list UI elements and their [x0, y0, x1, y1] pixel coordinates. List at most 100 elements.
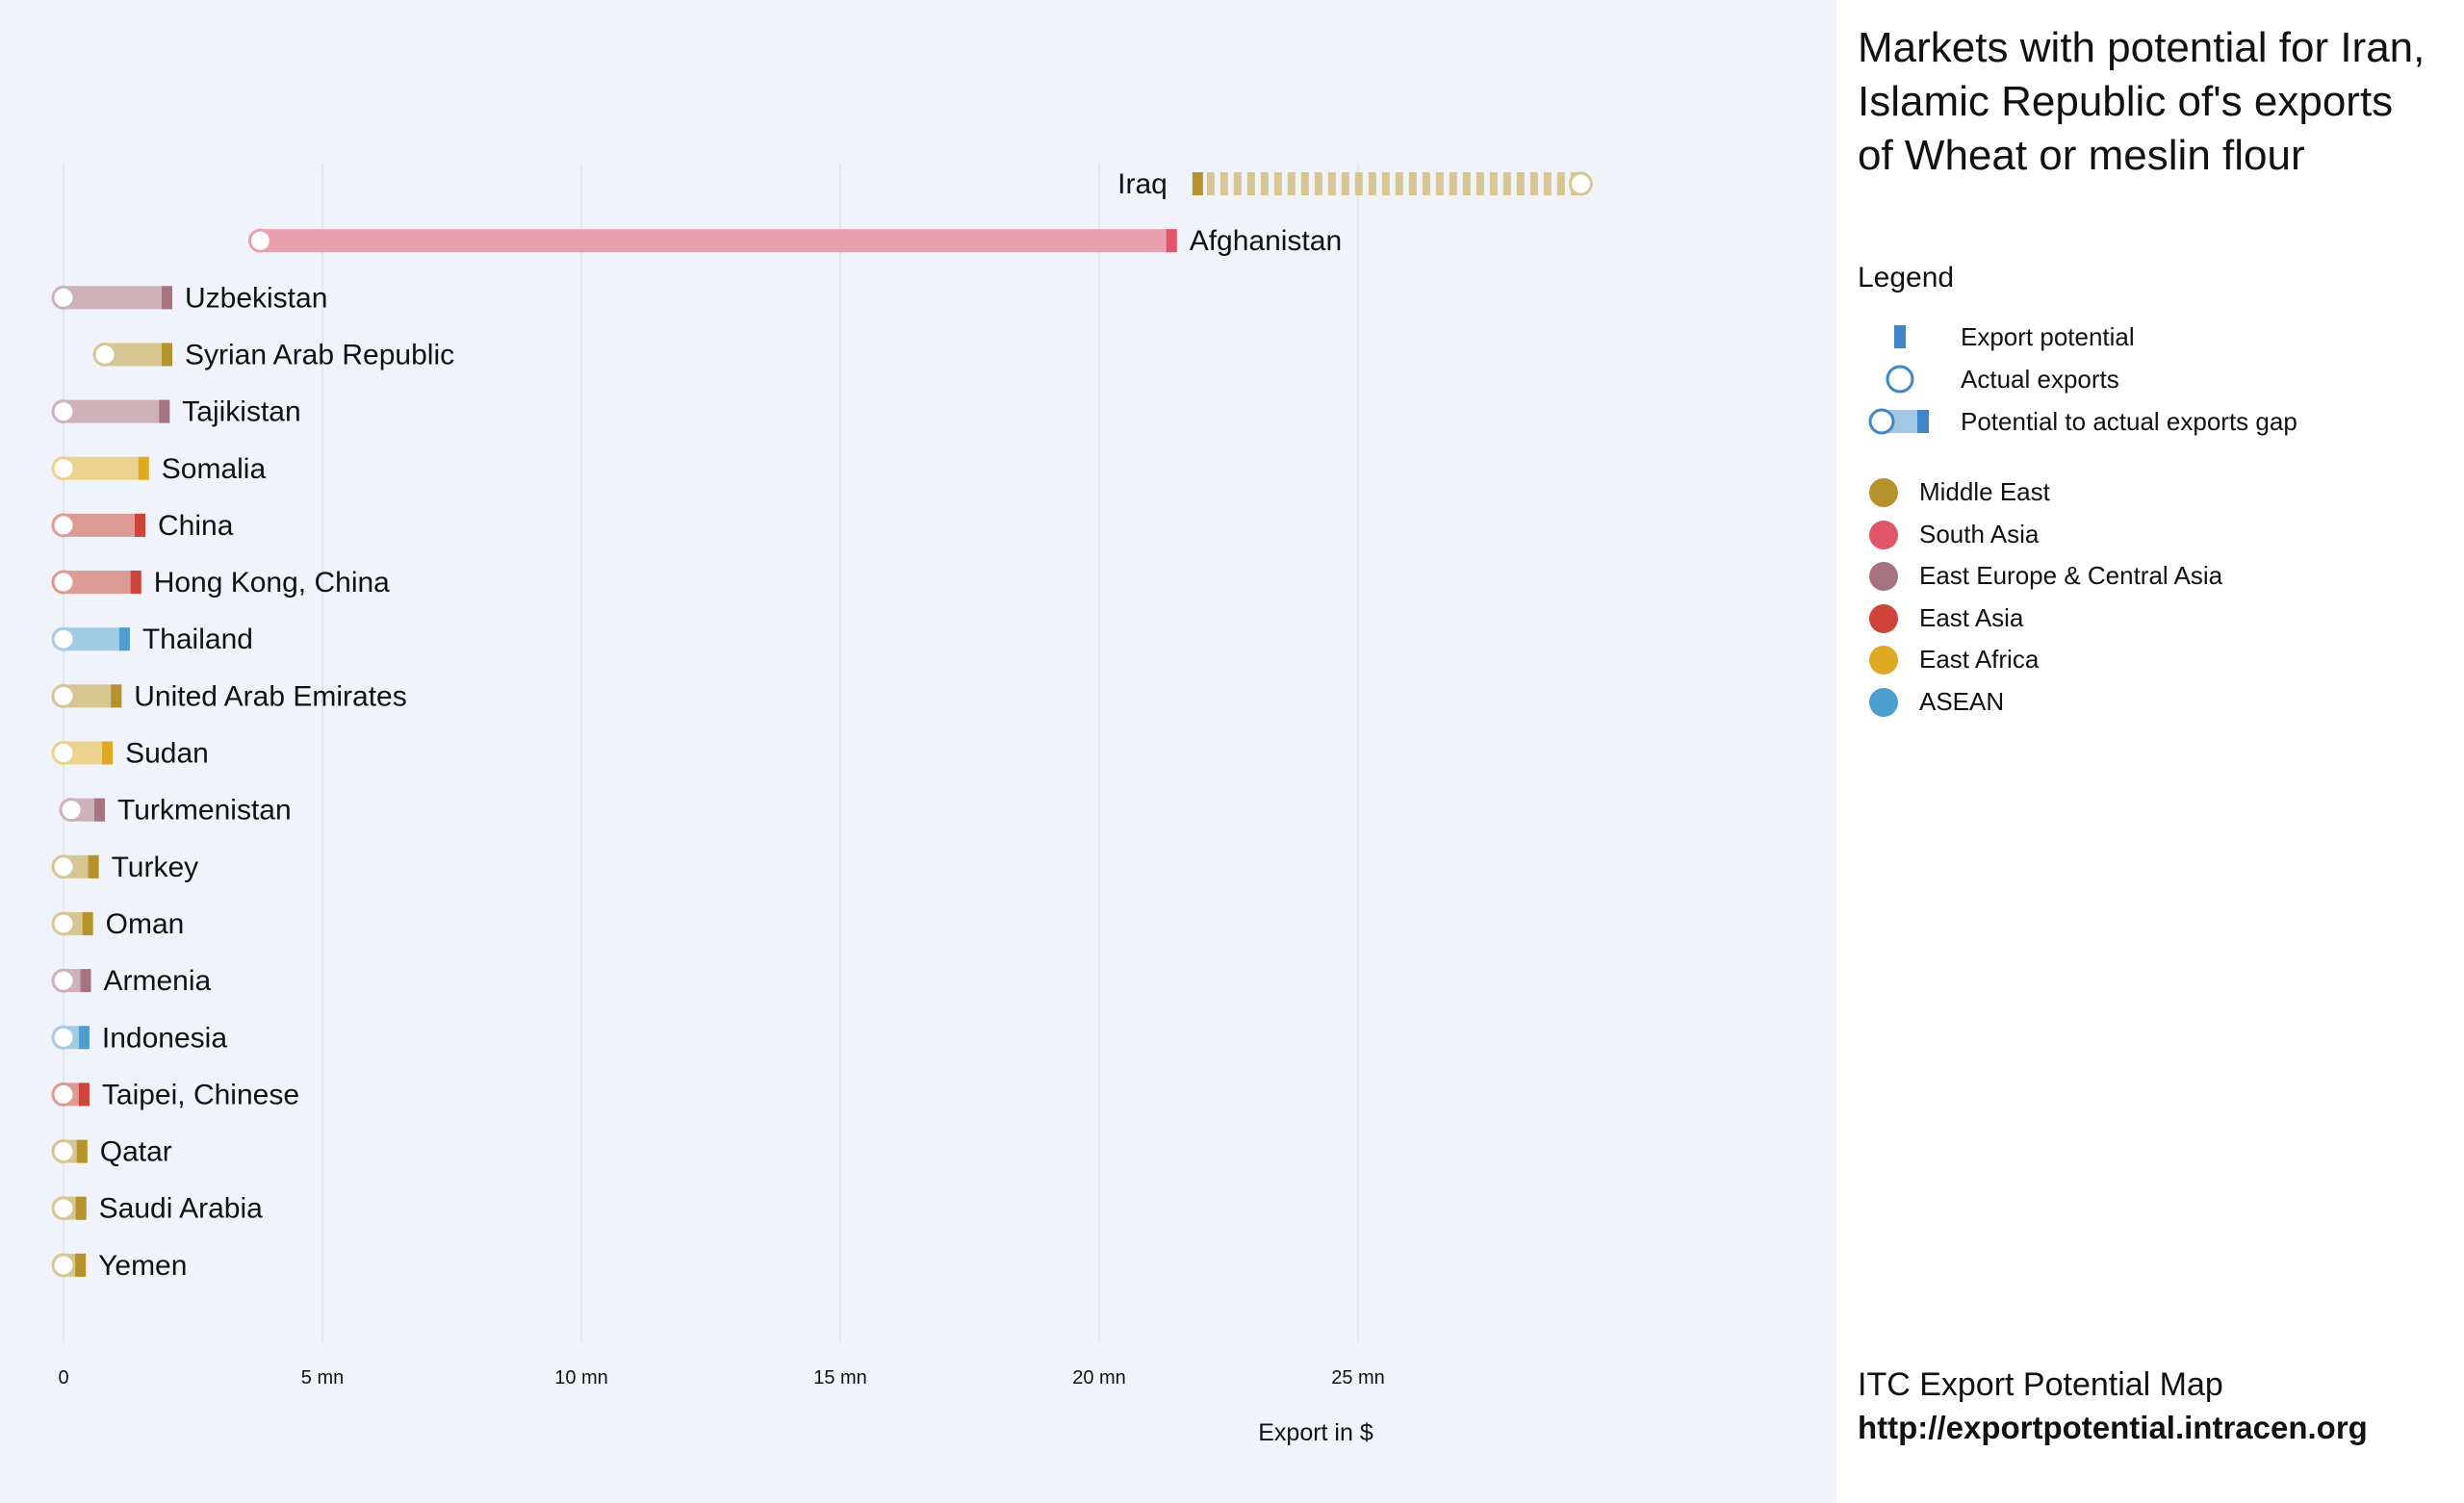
- actual-exports-icon: [1886, 365, 1914, 394]
- actual-marker: [51, 911, 76, 936]
- market-label: Sudan: [125, 738, 209, 770]
- export-potential-icon: [1894, 325, 1906, 348]
- market-row-tajikistan: Tajikistan: [51, 396, 301, 428]
- legend-label-export-potential: Export potential: [1961, 322, 2135, 351]
- gap-bar: [64, 456, 149, 480]
- x-tick-label-20-mn: 20 mn: [1072, 1367, 1126, 1388]
- chart-title: Markets with potential for Iran, Islamic…: [1858, 24, 2426, 179]
- actual-marker: [51, 1025, 76, 1050]
- actual-marker: [1568, 171, 1593, 196]
- actual-marker: [51, 854, 76, 879]
- market-row-taipei-chinese: Taipei, Chinese: [51, 1079, 299, 1110]
- x-tick-label-5-mn: 5 mn: [301, 1367, 344, 1388]
- region-dot-icon: [1869, 478, 1898, 507]
- legend-label-gap: Potential to actual exports gap: [1961, 407, 2297, 436]
- actual-marker: [51, 683, 76, 708]
- market-row-afghanistan: Afghanistan: [247, 225, 1342, 257]
- region-label: South Asia: [1919, 519, 2040, 548]
- potential-marker: [80, 969, 91, 993]
- actual-marker: [51, 1082, 76, 1107]
- region-label: Middle East: [1919, 477, 2050, 506]
- market-label: Somalia: [162, 453, 267, 485]
- actual-marker: [51, 626, 76, 651]
- actual-marker: [51, 741, 76, 765]
- x-tick-label-25-mn: 25 mn: [1331, 1367, 1385, 1388]
- actual-marker: [51, 570, 76, 595]
- market-label: Tajikistan: [182, 396, 300, 428]
- market-row-indonesia: Indonesia: [51, 1022, 227, 1054]
- potential-marker: [159, 399, 170, 423]
- region-dot-icon: [1869, 688, 1898, 717]
- gap-bar: [64, 286, 172, 310]
- region-legend-east-asia: East Asia: [1858, 599, 2454, 637]
- market-row-qatar: Qatar: [51, 1136, 172, 1168]
- potential-marker: [76, 1139, 88, 1163]
- actual-marker: [51, 456, 76, 481]
- market-label: Turkmenistan: [117, 795, 292, 827]
- potential-marker: [1166, 229, 1177, 253]
- market-label: Thailand: [142, 624, 253, 655]
- potential-marker: [111, 684, 122, 708]
- legend-item-gap: Potential to actual exports gap: [1858, 402, 2454, 441]
- region-dot-icon: [1869, 646, 1898, 675]
- market-label: Saudi Arabia: [99, 1193, 263, 1225]
- region-dot-icon: [1869, 562, 1898, 592]
- actual-marker: [51, 1139, 76, 1164]
- region-legend-middle-east: Middle East: [1858, 472, 2454, 511]
- legend-item-export-potential: Export potential: [1858, 318, 2454, 356]
- gap-bar: [64, 399, 170, 423]
- gap-bar: [64, 571, 141, 595]
- potential-marker: [94, 798, 106, 822]
- region-label: East Europe & Central Asia: [1919, 561, 2223, 591]
- potential-marker: [138, 456, 149, 480]
- gap-bar: [1206, 172, 1578, 195]
- market-row-thailand: Thailand: [51, 624, 253, 655]
- chart-area: Iraq Afghanistan Uzbekistan Syrian Arab Rep…: [51, 164, 1593, 1446]
- region-label: East Asia: [1919, 602, 2024, 632]
- region-label: East Africa: [1919, 645, 2040, 675]
- market-label: Taipei, Chinese: [102, 1079, 299, 1110]
- potential-marker: [82, 911, 93, 935]
- market-label: Armenia: [104, 965, 212, 997]
- x-axis-label: Export in $: [1258, 1419, 1373, 1446]
- market-row-china: China: [51, 510, 234, 542]
- potential-marker: [102, 741, 114, 765]
- potential-marker: [130, 571, 141, 595]
- actual-marker: [51, 968, 76, 993]
- market-label: Syrian Arab Republic: [185, 339, 454, 370]
- actual-marker: [51, 513, 76, 538]
- potential-marker: [75, 1253, 87, 1277]
- region-legend-east-africa: East Africa: [1858, 640, 2454, 678]
- market-label: Iraq: [1117, 168, 1168, 200]
- legend-item-actual-exports: Actual exports: [1858, 360, 2454, 398]
- region-legend-south-asia: South Asia: [1858, 515, 2454, 553]
- side-panel: Markets with potential for Iran, Islamic…: [1836, 0, 2464, 1503]
- market-row-iraq: Iraq: [1117, 168, 1593, 200]
- market-row-somalia: Somalia: [51, 453, 267, 485]
- potential-marker: [78, 1083, 90, 1107]
- potential-marker: [161, 286, 172, 310]
- chart-plot: Iraq Afghanistan Uzbekistan Syrian Arab Rep…: [51, 164, 1593, 1446]
- gap-icon: [1868, 408, 1929, 435]
- market-label: Afghanistan: [1190, 225, 1342, 257]
- potential-marker: [118, 627, 130, 651]
- market-label: United Arab Emirates: [134, 680, 406, 712]
- market-label: Oman: [106, 908, 185, 940]
- market-row-turkmenistan: Turkmenistan: [59, 795, 292, 827]
- potential-marker: [88, 854, 99, 879]
- market-label: Turkey: [112, 852, 199, 883]
- legend-heading: Legend: [1858, 262, 1955, 293]
- actual-marker: [51, 285, 76, 310]
- region-dot-icon: [1869, 520, 1898, 549]
- footer-source: ITC Export Potential Map: [1858, 1366, 2223, 1403]
- actual-marker: [51, 399, 76, 424]
- x-tick-label-10-mn: 10 mn: [554, 1367, 608, 1388]
- potential-marker: [75, 1196, 87, 1220]
- actual-marker: [51, 1253, 76, 1278]
- footer-url[interactable]: http://exportpotential.intracen.org: [1858, 1410, 2368, 1445]
- gap-bar: [64, 513, 146, 537]
- potential-marker: [78, 1026, 90, 1050]
- market-row-yemen: Yemen: [51, 1250, 187, 1282]
- legend-label-actual-exports: Actual exports: [1961, 365, 2119, 394]
- market-label: China: [158, 510, 234, 542]
